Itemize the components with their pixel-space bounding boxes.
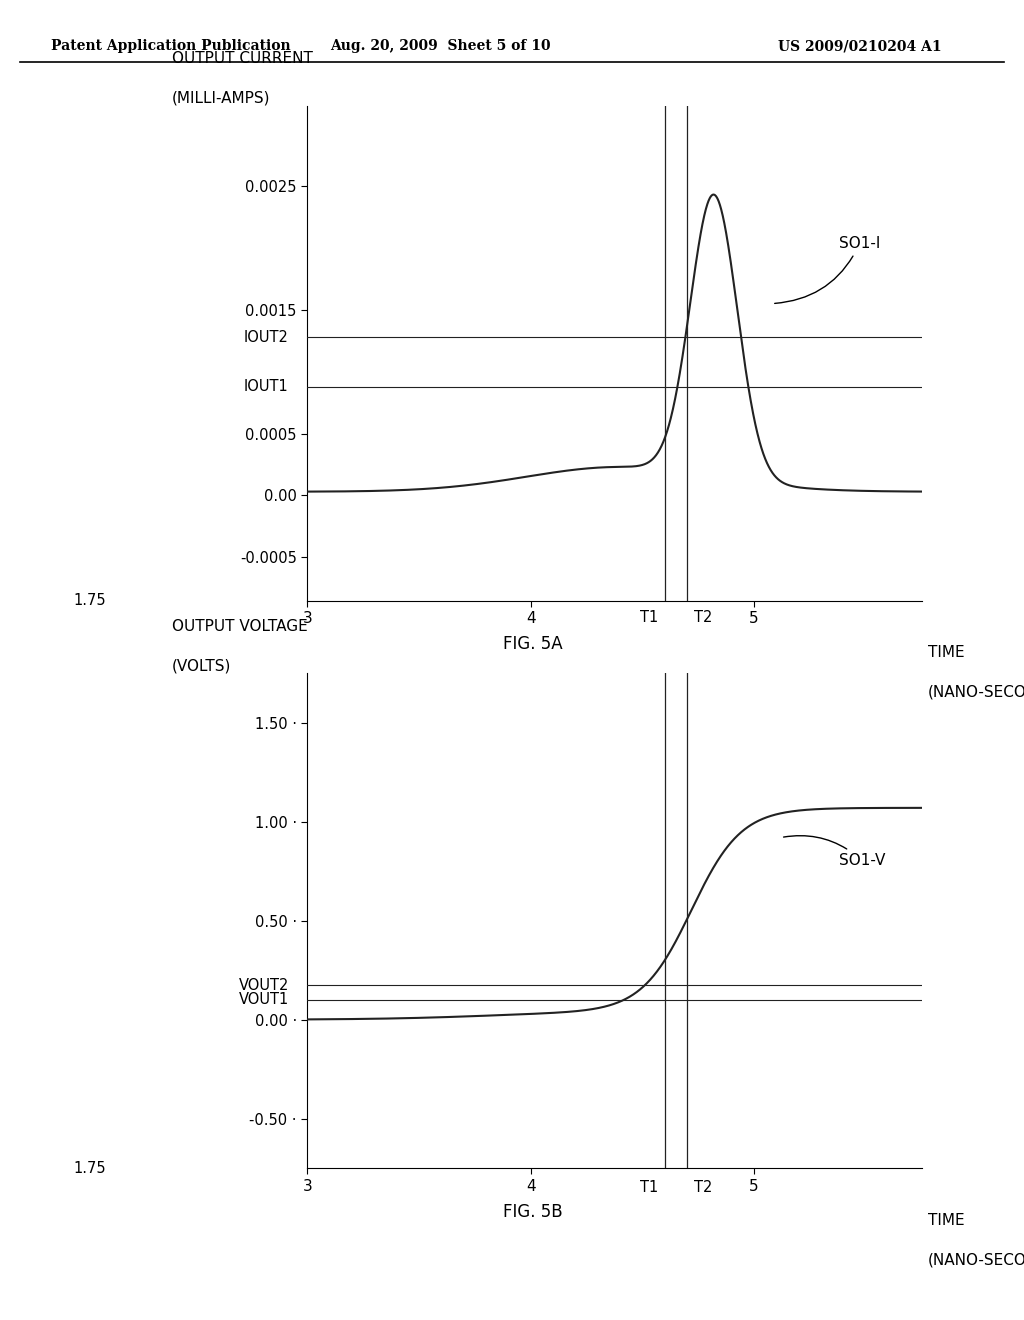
Text: 1.75: 1.75 — [74, 593, 106, 609]
Text: SO1-I: SO1-I — [775, 236, 881, 304]
Text: Aug. 20, 2009  Sheet 5 of 10: Aug. 20, 2009 Sheet 5 of 10 — [330, 40, 551, 53]
Text: T1: T1 — [640, 1180, 658, 1195]
Text: VOUT2: VOUT2 — [239, 978, 289, 993]
Text: TIME: TIME — [928, 1213, 965, 1228]
Text: OUTPUT CURRENT: OUTPUT CURRENT — [172, 51, 313, 66]
Text: VOUT1: VOUT1 — [239, 993, 289, 1007]
Text: (NANO-SECONDS): (NANO-SECONDS) — [928, 1253, 1024, 1267]
Text: IOUT2: IOUT2 — [244, 330, 289, 345]
Text: IOUT1: IOUT1 — [244, 379, 289, 393]
Text: (VOLTS): (VOLTS) — [172, 659, 231, 673]
Text: T2: T2 — [693, 610, 712, 626]
Text: US 2009/0210204 A1: US 2009/0210204 A1 — [778, 40, 942, 53]
Text: (MILLI-AMPS): (MILLI-AMPS) — [172, 91, 270, 106]
Text: SO1-V: SO1-V — [783, 836, 886, 869]
Text: FIG. 5A: FIG. 5A — [503, 635, 562, 653]
Text: OUTPUT VOLTAGE: OUTPUT VOLTAGE — [172, 619, 308, 634]
Text: FIG. 5B: FIG. 5B — [503, 1203, 562, 1221]
Text: (NANO-SECONDS): (NANO-SECONDS) — [928, 685, 1024, 700]
Text: 1.75: 1.75 — [74, 1160, 106, 1176]
Text: TIME: TIME — [928, 645, 965, 660]
Text: Patent Application Publication: Patent Application Publication — [51, 40, 291, 53]
Text: T1: T1 — [640, 610, 658, 626]
Text: T2: T2 — [693, 1180, 712, 1195]
